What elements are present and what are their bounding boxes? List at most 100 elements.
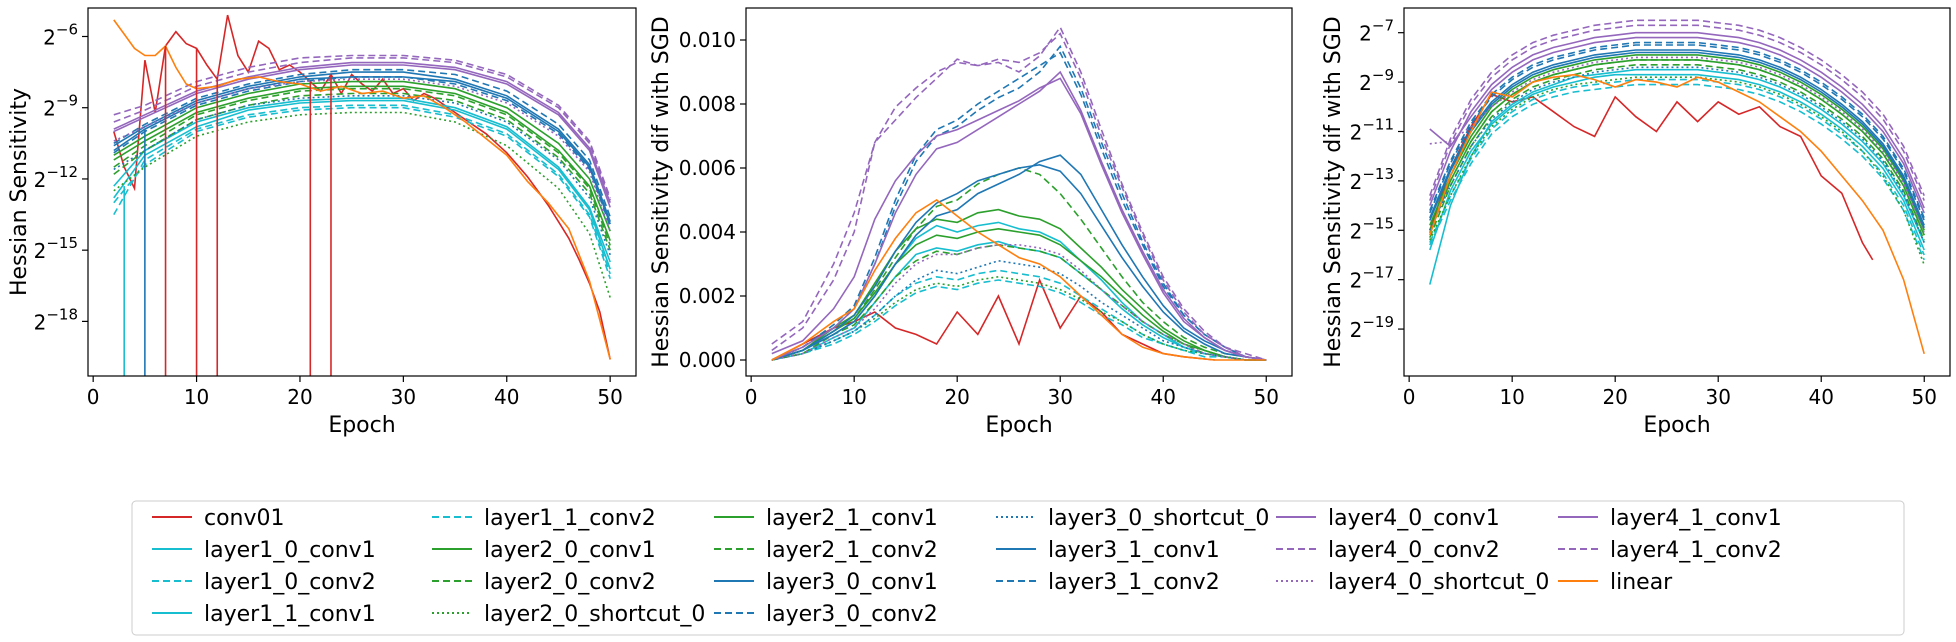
series-line-layer4-1-conv2	[771, 32, 1267, 361]
y-tick-label: 2−9	[43, 92, 78, 121]
chart-panel-3: 0 10 20 30 40 50Epoch2−192−172−152−132−112−92…	[1321, 7, 1951, 438]
y-tick-label: 2−15	[1350, 214, 1394, 243]
series-line-layer1-0-conv2	[1429, 78, 1925, 256]
y-tick-label: 0.002	[679, 284, 736, 308]
series-line-layer3-0-conv1	[1429, 49, 1925, 226]
legend-label: layer2_1_conv1	[766, 506, 938, 531]
series-line-linear	[113, 19, 611, 360]
series-line-layer4-0-shortcut-0	[113, 78, 611, 232]
y-tick-base: 2	[1350, 170, 1363, 194]
series-line-layer4-0-conv2	[1429, 24, 1925, 201]
plot-frame	[1403, 7, 1951, 377]
y-tick-label: 0.004	[679, 220, 736, 244]
series-line-layer2-1-conv2	[1429, 59, 1925, 236]
series-line-layer4-0-conv1	[771, 70, 1267, 361]
y-tick-exponent: −9	[56, 92, 78, 110]
y-tick-exponent: −15	[1362, 214, 1394, 232]
series-line-layer3-1-conv2	[771, 51, 1267, 361]
y-tick-exponent: −12	[46, 163, 78, 181]
y-tick-exponent: −19	[1362, 313, 1394, 331]
series-line-layer4-0-conv2	[113, 57, 611, 201]
legend-label: layer2_0_conv2	[484, 570, 656, 595]
series-line-layer3-1-conv1	[771, 163, 1267, 361]
legend-label: layer1_0_conv1	[204, 538, 376, 563]
series-line-layer4-0-conv1	[113, 64, 611, 208]
legend-label: layer2_0_conv1	[484, 538, 656, 563]
series-line-layer1-1-conv1	[113, 99, 611, 270]
y-tick-exponent: −11	[1362, 115, 1394, 133]
x-tick-label: 20	[287, 385, 312, 409]
legend-label: layer1_1_conv2	[484, 506, 656, 531]
legend-label: conv01	[204, 506, 285, 531]
y-tick-exponent: −17	[1362, 264, 1394, 282]
series-line-layer1-0-conv1	[113, 97, 611, 263]
series-line-layer1-1-conv1	[1429, 73, 1925, 251]
series-line-layer1-1-conv2	[771, 279, 1267, 361]
legend-label: layer1_1_conv1	[204, 602, 376, 627]
x-axis-label: Epoch	[1643, 413, 1710, 438]
y-tick-base: 2	[1350, 219, 1363, 243]
series-line-conv01	[113, 14, 611, 360]
y-tick-label: 0.000	[679, 348, 736, 372]
x-tick-label: 40	[1808, 385, 1833, 409]
y-tick-label: 2−15	[34, 234, 78, 263]
y-tick-label: 2−12	[34, 163, 78, 192]
x-tick-label: 30	[1705, 385, 1730, 409]
series-line-layer1-1-conv2	[113, 106, 611, 279]
series-line-layer1-1-conv2	[1429, 83, 1925, 261]
plot-frame	[745, 7, 1293, 377]
legend-label: layer3_1_conv2	[1048, 570, 1220, 595]
series-line-layer2-1-conv1	[771, 208, 1267, 361]
series-group	[1429, 19, 1925, 355]
legend-label: layer2_0_shortcut_0	[484, 602, 705, 627]
x-tick-label: 10	[841, 385, 866, 409]
y-tick-label: 0.010	[679, 28, 736, 52]
y-tick-base: 2	[1350, 120, 1363, 144]
legend-label: layer4_1_conv2	[1610, 538, 1782, 563]
series-line-layer2-1-conv2	[113, 87, 611, 246]
series-line-layer4-1-conv1	[771, 77, 1267, 361]
y-tick-exponent: −9	[1372, 66, 1394, 84]
series-line-layer1-0-conv1	[771, 221, 1267, 361]
series-line-layer3-0-shortcut-0	[1429, 66, 1925, 243]
y-tick-base: 2	[34, 239, 47, 263]
y-tick-exponent: −6	[56, 20, 78, 38]
plot-frame	[87, 7, 637, 377]
series-line-layer4-0-shortcut-0	[1429, 56, 1925, 234]
x-tick-label: 0	[87, 385, 100, 409]
y-tick-exponent: −18	[46, 305, 78, 323]
x-tick-label: 0	[745, 385, 758, 409]
x-axis-label: Epoch	[985, 413, 1052, 438]
y-tick-base: 2	[43, 25, 56, 49]
y-axis-label: Hessian Sensitivity dif with SGD	[1321, 16, 1346, 368]
y-tick-exponent: −13	[1362, 165, 1394, 183]
y-tick-exponent: −7	[1372, 17, 1394, 35]
series-line-layer4-1-conv1	[1429, 36, 1925, 214]
series-line-layer2-1-conv2	[771, 167, 1267, 361]
legend-label: layer1_0_conv2	[204, 570, 376, 595]
legend-label: layer4_0_conv1	[1328, 506, 1500, 531]
y-tick-exponent: −15	[46, 234, 78, 252]
series-line-layer4-0-conv1	[1429, 31, 1925, 209]
x-tick-label: 40	[494, 385, 519, 409]
y-tick-base: 2	[34, 168, 47, 192]
y-tick-base: 2	[1350, 269, 1363, 293]
y-tick-base: 2	[1359, 71, 1372, 95]
series-line-layer3-0-shortcut-0	[771, 259, 1267, 361]
y-tick-base: 2	[1359, 22, 1372, 46]
series-line-layer2-1-conv1	[1429, 54, 1925, 231]
series-line-layer3-0-conv2	[771, 44, 1267, 361]
series-group	[771, 25, 1267, 361]
series-line-layer3-1-conv1	[113, 71, 611, 222]
x-tick-label: 50	[1912, 385, 1937, 409]
legend-label: layer3_0_conv1	[766, 570, 938, 595]
series-line-linear	[771, 199, 1267, 361]
series-line-layer3-0-conv1	[771, 154, 1267, 361]
legend-label: layer3_0_conv2	[766, 602, 938, 627]
y-tick-label: 0.008	[679, 92, 736, 116]
series-line-layer2-0-conv2	[771, 243, 1267, 361]
y-tick-label: 0.006	[679, 156, 736, 180]
series-line-layer2-1-conv1	[113, 80, 611, 232]
series-line-layer3-1-conv2	[1429, 41, 1925, 219]
y-tick-label: 2−11	[1350, 115, 1394, 144]
